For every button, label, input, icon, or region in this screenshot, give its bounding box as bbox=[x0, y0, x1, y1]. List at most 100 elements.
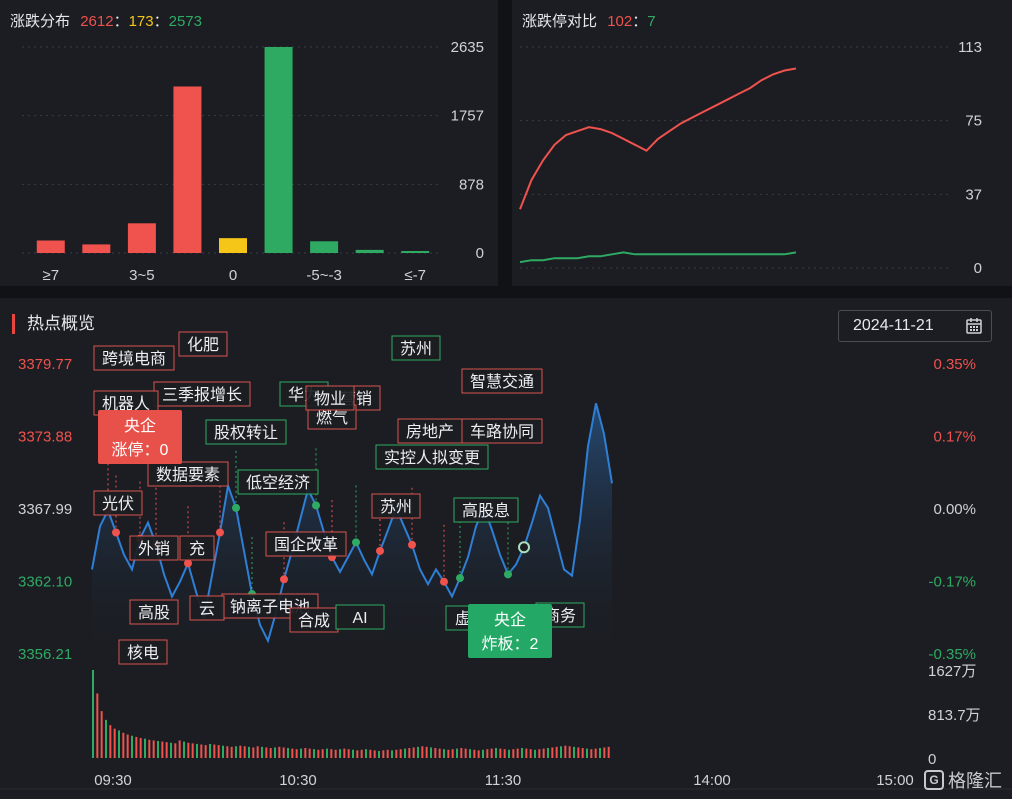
hot-volume-bar bbox=[135, 736, 138, 758]
hot-volume-bar bbox=[486, 749, 489, 758]
hot-volume-bar bbox=[577, 747, 580, 758]
hot-volume-bar bbox=[516, 748, 519, 758]
limit-ytick: 0 bbox=[974, 260, 982, 277]
hot-xtick: 14:00 bbox=[693, 772, 731, 789]
hot-volume-bar bbox=[495, 748, 497, 758]
hot-tag[interactable]: 跨境电商 bbox=[93, 345, 175, 371]
limit-down-line bbox=[519, 251, 797, 264]
hot-volume-bar bbox=[334, 749, 337, 758]
hot-volume-bar bbox=[521, 748, 523, 758]
hot-tag[interactable]: 高股息 bbox=[453, 497, 519, 523]
hot-volume-bar bbox=[174, 743, 177, 758]
hot-volume-bar bbox=[339, 749, 341, 758]
hot-volume-bar bbox=[304, 748, 307, 758]
hot-tag[interactable]: 国企改革 bbox=[265, 531, 347, 557]
hot-event-dot bbox=[456, 574, 464, 583]
hot-volume-tick: 813.7万 bbox=[928, 707, 981, 724]
hot-volume-bar bbox=[261, 746, 263, 758]
hot-xtick: 10:30 bbox=[279, 772, 317, 789]
hot-volume-bar bbox=[196, 743, 198, 758]
hot-volume-bar bbox=[204, 745, 207, 758]
hot-tag-label: 物业 bbox=[314, 390, 346, 408]
hot-tag[interactable]: 车路协同 bbox=[461, 418, 543, 444]
limit-title-text: 涨跌停对比 bbox=[522, 13, 598, 30]
hot-tag-box bbox=[371, 493, 421, 519]
hot-tag[interactable]: 核电 bbox=[118, 639, 168, 665]
hot-volume-bar bbox=[252, 747, 255, 758]
hot-tag[interactable]: 三季报增长 bbox=[153, 381, 251, 407]
watermark: G 格隆汇 bbox=[924, 767, 1002, 793]
hot-volume-bar bbox=[373, 750, 376, 758]
hot-tag[interactable]: 充 bbox=[179, 535, 215, 561]
hot-tag[interactable]: 智慧交通 bbox=[461, 368, 543, 394]
hot-tag-box bbox=[179, 535, 215, 561]
hot-volume-bar bbox=[239, 745, 242, 758]
hot-tag-label: 虚 bbox=[455, 610, 471, 628]
hot-volume-bar bbox=[404, 748, 406, 758]
hot-ytick-left: 3373.88 bbox=[18, 429, 72, 446]
hot-tag-label: 跨境电商 bbox=[102, 349, 166, 368]
hot-tag[interactable]: 苏州 bbox=[391, 335, 441, 361]
hot-tag[interactable]: 光伏 bbox=[93, 490, 143, 516]
hot-tag-label: 三季报增长 bbox=[162, 386, 242, 404]
hot-tag[interactable]: 低空经济 bbox=[237, 469, 319, 495]
hot-volume-bar bbox=[365, 749, 367, 758]
hot-tag-label: 智慧交通 bbox=[470, 373, 534, 391]
hot-volume-bar bbox=[382, 750, 385, 758]
hot-volume-bar bbox=[538, 749, 541, 758]
hot-tag[interactable]: 股权转让 bbox=[205, 419, 287, 445]
hot-tag[interactable]: 合成 bbox=[289, 607, 339, 633]
hot-tag-label: 苏州 bbox=[380, 498, 412, 516]
popup-broken-title: 央企 bbox=[494, 611, 526, 629]
hot-tag[interactable]: 云 bbox=[189, 595, 225, 621]
hot-tag[interactable]: 高股 bbox=[129, 599, 179, 625]
limit-up-count: 102 bbox=[607, 13, 633, 30]
hot-volume-bar bbox=[503, 749, 506, 758]
hot-tag[interactable]: 物业 bbox=[305, 385, 355, 411]
hot-volume-bar bbox=[165, 742, 168, 758]
flat-count: 173 bbox=[128, 13, 154, 30]
hot-tag-label: 化肥 bbox=[187, 336, 219, 354]
limit-ytick: 75 bbox=[965, 113, 982, 130]
hot-volume-bar bbox=[603, 747, 606, 758]
hot-volume-bar bbox=[226, 746, 229, 758]
hot-volume-bar bbox=[105, 719, 107, 758]
hot-tag[interactable]: 数据要素 bbox=[147, 461, 229, 487]
hot-volume-bar bbox=[438, 748, 441, 758]
distribution-title: 涨跌分布 2612：173：2573 bbox=[10, 10, 202, 31]
hot-selected-dot bbox=[518, 541, 530, 554]
dist-bar bbox=[173, 86, 202, 254]
hot-tag[interactable]: 化肥 bbox=[178, 331, 228, 357]
hot-event-dot bbox=[112, 528, 120, 537]
dist-bar bbox=[310, 241, 339, 253]
hot-xtick: 09:30 bbox=[94, 772, 132, 789]
hot-tag-label: 光伏 bbox=[102, 495, 134, 513]
hot-volume-bar bbox=[347, 749, 350, 758]
hot-volume-bar bbox=[581, 748, 584, 758]
calendar-icon bbox=[966, 318, 982, 334]
hot-tag[interactable]: 外销 bbox=[129, 535, 179, 561]
hot-volume-bar bbox=[118, 730, 120, 758]
hot-tag[interactable]: 苏州 bbox=[371, 493, 421, 519]
hot-volume-bar bbox=[308, 748, 311, 758]
hot-tag-label: 燃气 bbox=[316, 409, 348, 427]
date-picker[interactable]: 2024-11-21 bbox=[838, 310, 992, 342]
hot-volume-bar bbox=[430, 747, 432, 758]
hot-ytick-right: -0.17% bbox=[928, 574, 976, 591]
hot-volume-bar bbox=[529, 749, 532, 758]
hot-tag[interactable]: 房地产 bbox=[397, 418, 463, 444]
hot-event-dot bbox=[184, 559, 192, 568]
hot-tag-label: 机器人 bbox=[102, 395, 150, 413]
hot-tag[interactable]: 实控人拟变更 bbox=[375, 444, 489, 470]
hot-volume-bar bbox=[183, 741, 185, 758]
hot-volume-bar bbox=[96, 693, 99, 758]
hot-volume-bar bbox=[564, 745, 567, 758]
hot-volume-bar bbox=[326, 748, 328, 758]
hot-volume-bar bbox=[222, 745, 224, 758]
limit-title: 涨跌停对比 102：7 bbox=[522, 10, 656, 31]
hot-tag[interactable]: AI bbox=[335, 604, 385, 630]
hot-volume-bar bbox=[291, 748, 294, 758]
hot-event-dot bbox=[280, 575, 288, 584]
hot-event-dot bbox=[440, 577, 448, 586]
hot-tag-box bbox=[305, 385, 355, 411]
